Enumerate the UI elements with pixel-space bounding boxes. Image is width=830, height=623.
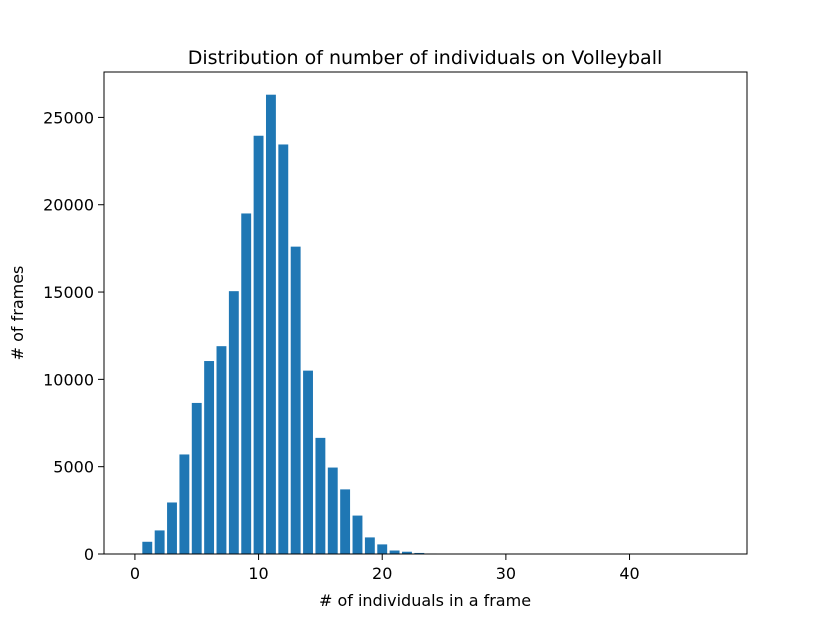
bar-12 [278, 144, 289, 554]
bar-11 [265, 94, 276, 554]
bar-2 [154, 530, 165, 554]
y-tick-label: 20000 [43, 196, 94, 215]
bar-6 [204, 361, 215, 554]
bar-4 [179, 454, 190, 554]
y-tick-label: 10000 [43, 370, 94, 389]
bar-23 [414, 552, 425, 554]
bar-21 [389, 550, 400, 554]
bar-9 [241, 213, 252, 554]
x-axis-ticks: 0 10 20 30 40 [130, 554, 640, 583]
y-axis-ticks: 0 5000 10000 15000 20000 25000 [43, 108, 104, 564]
x-axis-label: # of individuals in a frame [319, 591, 531, 610]
y-tick-label: 5000 [53, 458, 94, 477]
bar-14 [303, 370, 313, 554]
bar-3 [167, 502, 177, 554]
bar-8 [228, 291, 239, 554]
bar-10 [253, 135, 264, 555]
bar-7 [216, 346, 227, 554]
bar-16 [327, 467, 338, 554]
plot-frame [103, 71, 748, 555]
bar-22 [402, 551, 412, 554]
x-tick-label: 0 [130, 564, 140, 583]
bar-20 [377, 544, 388, 554]
y-tick-label: 25000 [43, 108, 94, 127]
x-tick-label: 30 [496, 564, 516, 583]
chart-title: Distribution of number of individuals on… [188, 47, 663, 69]
bar-15 [315, 437, 326, 554]
bar-18 [352, 515, 363, 554]
y-tick-label: 15000 [43, 283, 94, 302]
x-tick-label: 40 [619, 564, 639, 583]
bar-13 [290, 246, 301, 554]
bar-1 [142, 541, 153, 554]
x-tick-label: 20 [372, 564, 392, 583]
bar-5 [191, 402, 202, 554]
bar-17 [340, 489, 351, 554]
y-axis-label: # of frames [8, 266, 27, 361]
y-tick-label: 0 [84, 545, 94, 564]
bars-group [142, 94, 722, 555]
x-tick-label: 10 [248, 564, 268, 583]
bar-19 [364, 537, 375, 554]
